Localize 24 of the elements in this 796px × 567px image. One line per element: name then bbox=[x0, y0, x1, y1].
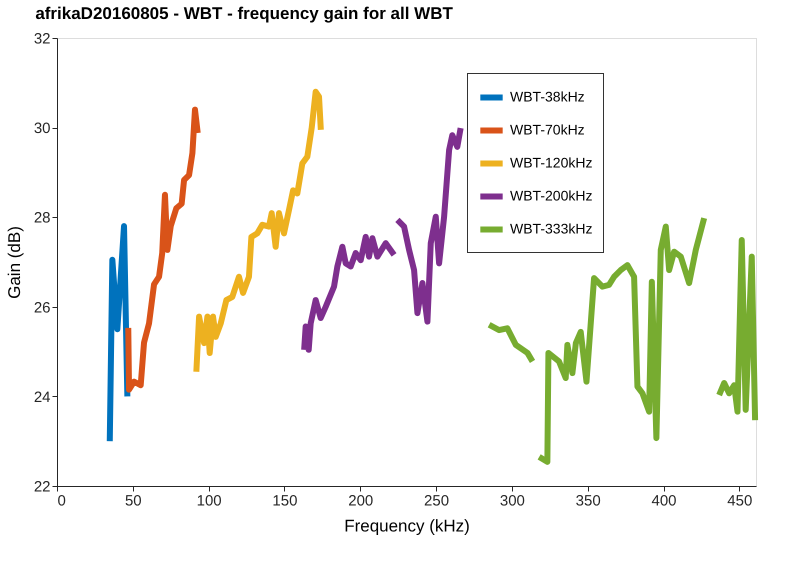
x-tick-label: 50 bbox=[124, 492, 142, 510]
y-tick-label: 26 bbox=[34, 299, 50, 316]
x-tick-label: 0 bbox=[58, 492, 66, 510]
legend-label: WBT-333kHz bbox=[510, 220, 592, 236]
x-tick-label: 450 bbox=[727, 492, 752, 510]
y-tick-label: 32 bbox=[34, 30, 50, 48]
chart-title: afrikaD20160805 - WBT - frequency gain for all WBT bbox=[35, 4, 454, 23]
y-tick-label: 22 bbox=[34, 478, 50, 496]
y-tick-label: 30 bbox=[34, 120, 50, 138]
x-tick-label: 150 bbox=[272, 492, 298, 510]
legend-label: WBT-70kHz bbox=[510, 122, 585, 138]
legend-label: WBT-200kHz bbox=[510, 188, 592, 204]
x-tick-label: 200 bbox=[348, 492, 374, 510]
y-tick-label: 24 bbox=[34, 388, 50, 406]
x-tick-label: 250 bbox=[424, 492, 450, 510]
x-tick-label: 100 bbox=[196, 492, 222, 510]
x-tick-label: 300 bbox=[500, 492, 525, 510]
legend-label: WBT-120kHz bbox=[510, 154, 592, 170]
y-tick-label: 28 bbox=[34, 210, 50, 227]
y-axis-title: Gain (dB) bbox=[4, 226, 24, 299]
x-tick-label: 350 bbox=[576, 492, 601, 510]
x-tick-label: 400 bbox=[651, 492, 677, 510]
legend-label: WBT-38kHz bbox=[510, 88, 585, 104]
x-axis-title: Frequency (kHz) bbox=[344, 516, 470, 536]
